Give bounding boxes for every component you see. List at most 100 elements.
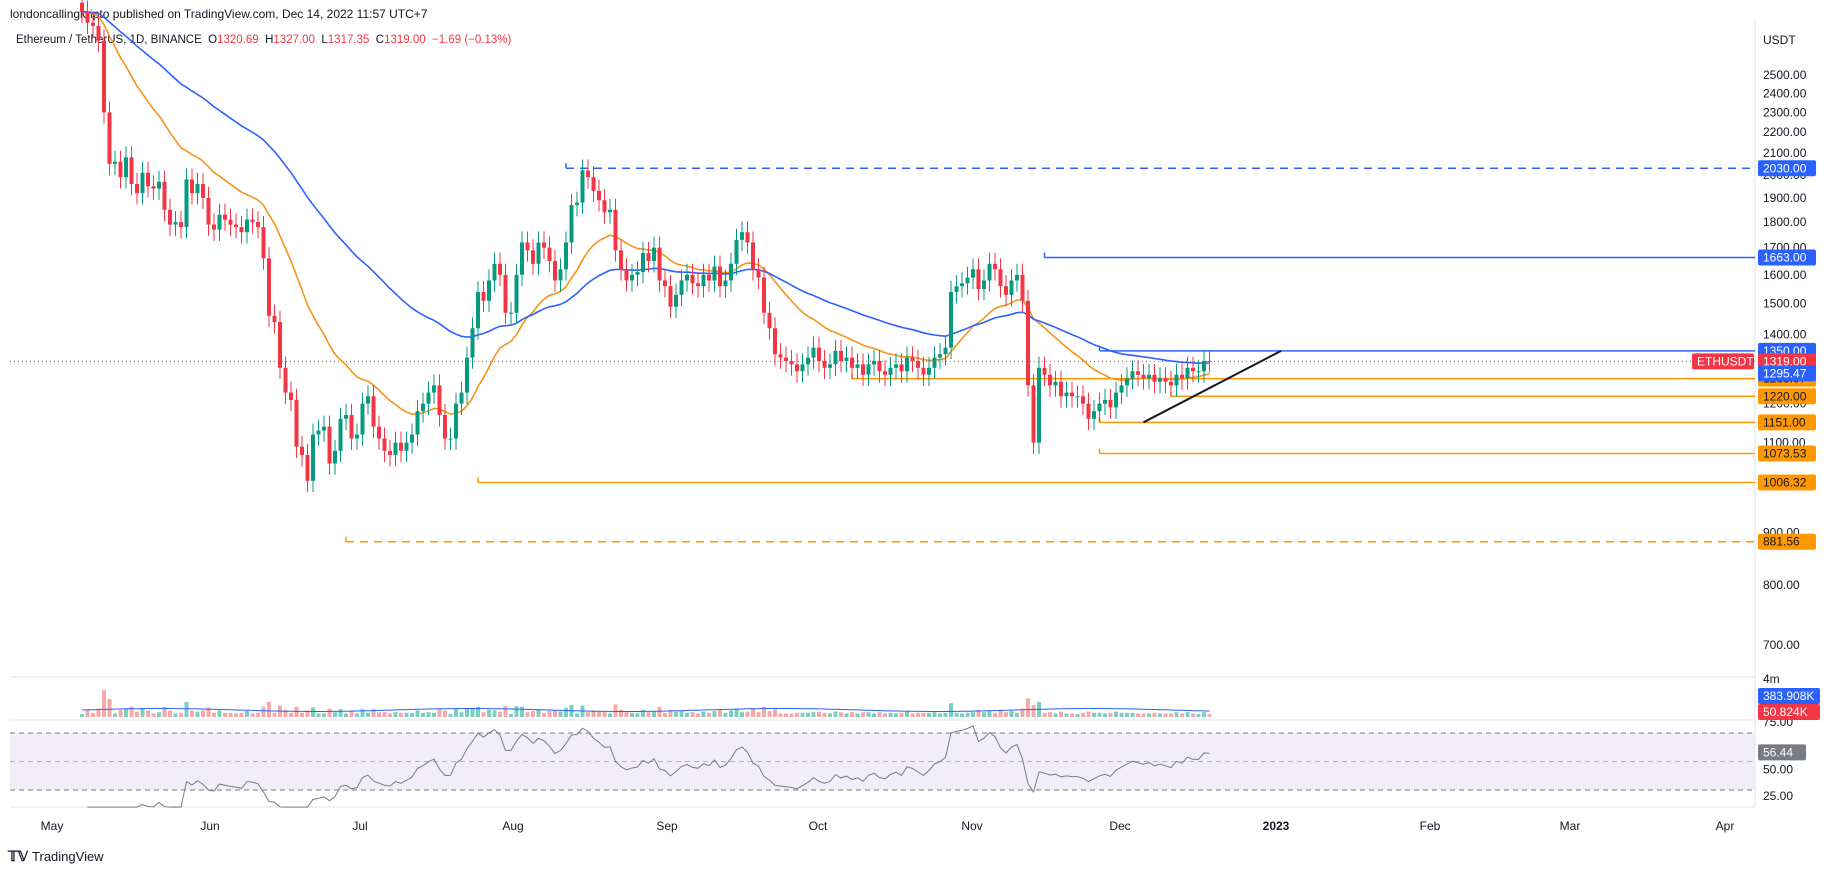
candle-body <box>1141 374 1146 379</box>
candle-body <box>569 205 574 243</box>
candle-body <box>322 426 326 431</box>
candle-body <box>399 442 403 451</box>
level-tag-label: 1220.00 <box>1763 389 1807 403</box>
volume-bar <box>349 710 354 717</box>
volume-bar <box>531 711 535 717</box>
candle-body <box>404 442 409 451</box>
volume-bar <box>322 713 326 717</box>
volume-bar <box>630 712 634 717</box>
candle-body <box>1037 367 1041 443</box>
candle-body <box>888 367 893 375</box>
volume-bar <box>778 713 783 717</box>
volume-bar <box>1097 712 1102 717</box>
month-label: Feb <box>1420 819 1441 833</box>
y-tick-label: 2400.00 <box>1763 86 1807 100</box>
candle-body <box>767 312 772 329</box>
volume-bar <box>850 712 854 717</box>
candle-body <box>624 269 629 281</box>
volume-bar <box>800 712 805 717</box>
candle-body <box>1103 399 1107 404</box>
volume-bar <box>140 708 145 717</box>
candle-body <box>179 222 183 228</box>
candle-body <box>564 242 568 270</box>
volume-bar <box>113 713 117 717</box>
volume-bar <box>421 712 425 717</box>
volume-bar <box>514 706 519 717</box>
candle-body <box>646 252 651 262</box>
volume-bar <box>355 713 359 717</box>
candle-body <box>157 181 161 189</box>
candle-body <box>613 209 618 251</box>
candle-body <box>872 360 876 365</box>
volume-bar <box>1075 714 1080 717</box>
time-axis[interactable]: May Jun Jul Aug Sep Oct Nov Dec 2023 Feb Mar Apr <box>41 819 1735 833</box>
volume-bar <box>520 706 524 717</box>
volume-bar <box>993 712 997 717</box>
candle-body <box>454 403 458 439</box>
volume-bar <box>1020 708 1025 717</box>
volume-bar <box>1042 712 1047 717</box>
volume-bar <box>1169 713 1173 717</box>
volume-bar <box>91 712 95 717</box>
brand-name[interactable]: TradingView <box>32 849 104 864</box>
volume-bar <box>234 713 238 717</box>
high-label: H <box>265 34 274 46</box>
volume-bar <box>1152 712 1157 717</box>
candle-body <box>833 350 838 365</box>
y-tick-label: 2300.00 <box>1763 105 1807 119</box>
candle-body <box>949 291 953 348</box>
candle-body <box>426 392 431 404</box>
close-value: 1319.00 <box>384 34 426 46</box>
volume-bar <box>360 709 365 717</box>
volume-bar <box>1174 712 1179 717</box>
volume-bar <box>476 706 480 717</box>
candle-body <box>173 222 178 225</box>
candle-body <box>1163 378 1168 382</box>
candle-body <box>784 357 788 361</box>
tradingview-logo-icon[interactable]: 𝕋𝕍 <box>8 848 29 864</box>
candle-body <box>305 454 310 481</box>
volume-bar <box>789 713 794 717</box>
candle-body <box>1048 374 1052 386</box>
candle-body <box>547 247 552 262</box>
volume-bar <box>657 706 662 717</box>
volume-bar <box>267 702 271 717</box>
volume-bar <box>866 712 871 717</box>
volume-bar <box>602 711 607 717</box>
y-tick-label: 2100.00 <box>1763 146 1807 160</box>
candle-body <box>602 200 607 213</box>
candle-body <box>1042 367 1047 375</box>
volume-bar <box>828 713 832 717</box>
candle-body <box>982 280 986 290</box>
volume-bar <box>179 712 183 717</box>
symbol-name[interactable]: Ethereum / TetherUS, 1D, BINANCE <box>16 34 202 46</box>
candle-body <box>481 291 486 301</box>
candle-body <box>795 364 799 372</box>
candle-body <box>751 242 755 270</box>
volume-bar <box>1185 712 1190 717</box>
month-label: Nov <box>961 819 982 833</box>
candle-body <box>250 219 255 223</box>
volume-bar <box>239 712 244 717</box>
candle-body <box>338 418 343 451</box>
candle-body <box>498 263 502 275</box>
candle-body <box>586 170 590 178</box>
candle-body <box>619 250 623 270</box>
volume-bar <box>1070 713 1074 717</box>
rsi-line <box>87 725 1210 808</box>
candle-body <box>1191 367 1195 372</box>
volume-bar <box>784 713 788 717</box>
candle-body <box>1108 399 1113 408</box>
volume-bar <box>960 713 964 717</box>
candle-body <box>261 227 266 259</box>
volume-bar <box>916 712 920 717</box>
candle-body <box>1136 371 1140 375</box>
volume-bar <box>96 708 101 717</box>
rsi-value-label: 56.44 <box>1763 745 1793 759</box>
candle-body <box>371 396 376 427</box>
candle-body <box>971 269 975 278</box>
volume-bar <box>685 712 689 717</box>
level-tag <box>1758 445 1816 462</box>
candle-body <box>1207 360 1212 362</box>
